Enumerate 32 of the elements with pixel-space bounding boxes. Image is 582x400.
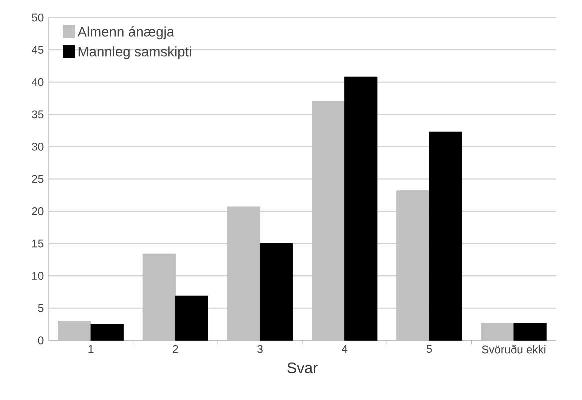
x-tick-label: 1 bbox=[88, 345, 94, 354]
x-tick-label: 3 bbox=[258, 345, 263, 354]
bar bbox=[227, 206, 261, 341]
y-tick-label: 15 bbox=[32, 240, 44, 248]
bar bbox=[142, 254, 176, 341]
y-tick-label: 35 bbox=[32, 110, 44, 119]
x-tick-label: 4 bbox=[342, 345, 348, 354]
y-tick-label: 45 bbox=[32, 46, 44, 54]
y-tick-label: 5 bbox=[38, 304, 44, 312]
x-tick-label: Svöruðu ekki bbox=[482, 345, 546, 354]
y-tick-label: 10 bbox=[32, 272, 44, 280]
bar bbox=[175, 296, 208, 341]
legend-label: Mannleg samskipti bbox=[78, 46, 192, 60]
y-tick-label: 20 bbox=[32, 208, 44, 216]
x-tick-label: 2 bbox=[173, 345, 178, 354]
bar bbox=[344, 76, 378, 341]
bar bbox=[312, 102, 346, 341]
y-tick-label: 50 bbox=[32, 14, 44, 22]
y-tick-label: 0 bbox=[38, 336, 44, 345]
bar bbox=[90, 324, 124, 341]
bar bbox=[429, 132, 462, 341]
bar bbox=[260, 244, 294, 341]
y-tick-label: 40 bbox=[32, 78, 44, 86]
x-axis-title: Svar bbox=[288, 362, 318, 374]
y-tick-label: 25 bbox=[32, 175, 44, 184]
y-tick-label: 30 bbox=[32, 143, 44, 151]
legend-label: Almenn ánægja bbox=[78, 26, 175, 40]
bar bbox=[514, 323, 547, 341]
bar bbox=[396, 190, 430, 341]
bar bbox=[481, 323, 514, 341]
bar bbox=[58, 321, 92, 341]
x-tick-label: 5 bbox=[426, 345, 432, 354]
